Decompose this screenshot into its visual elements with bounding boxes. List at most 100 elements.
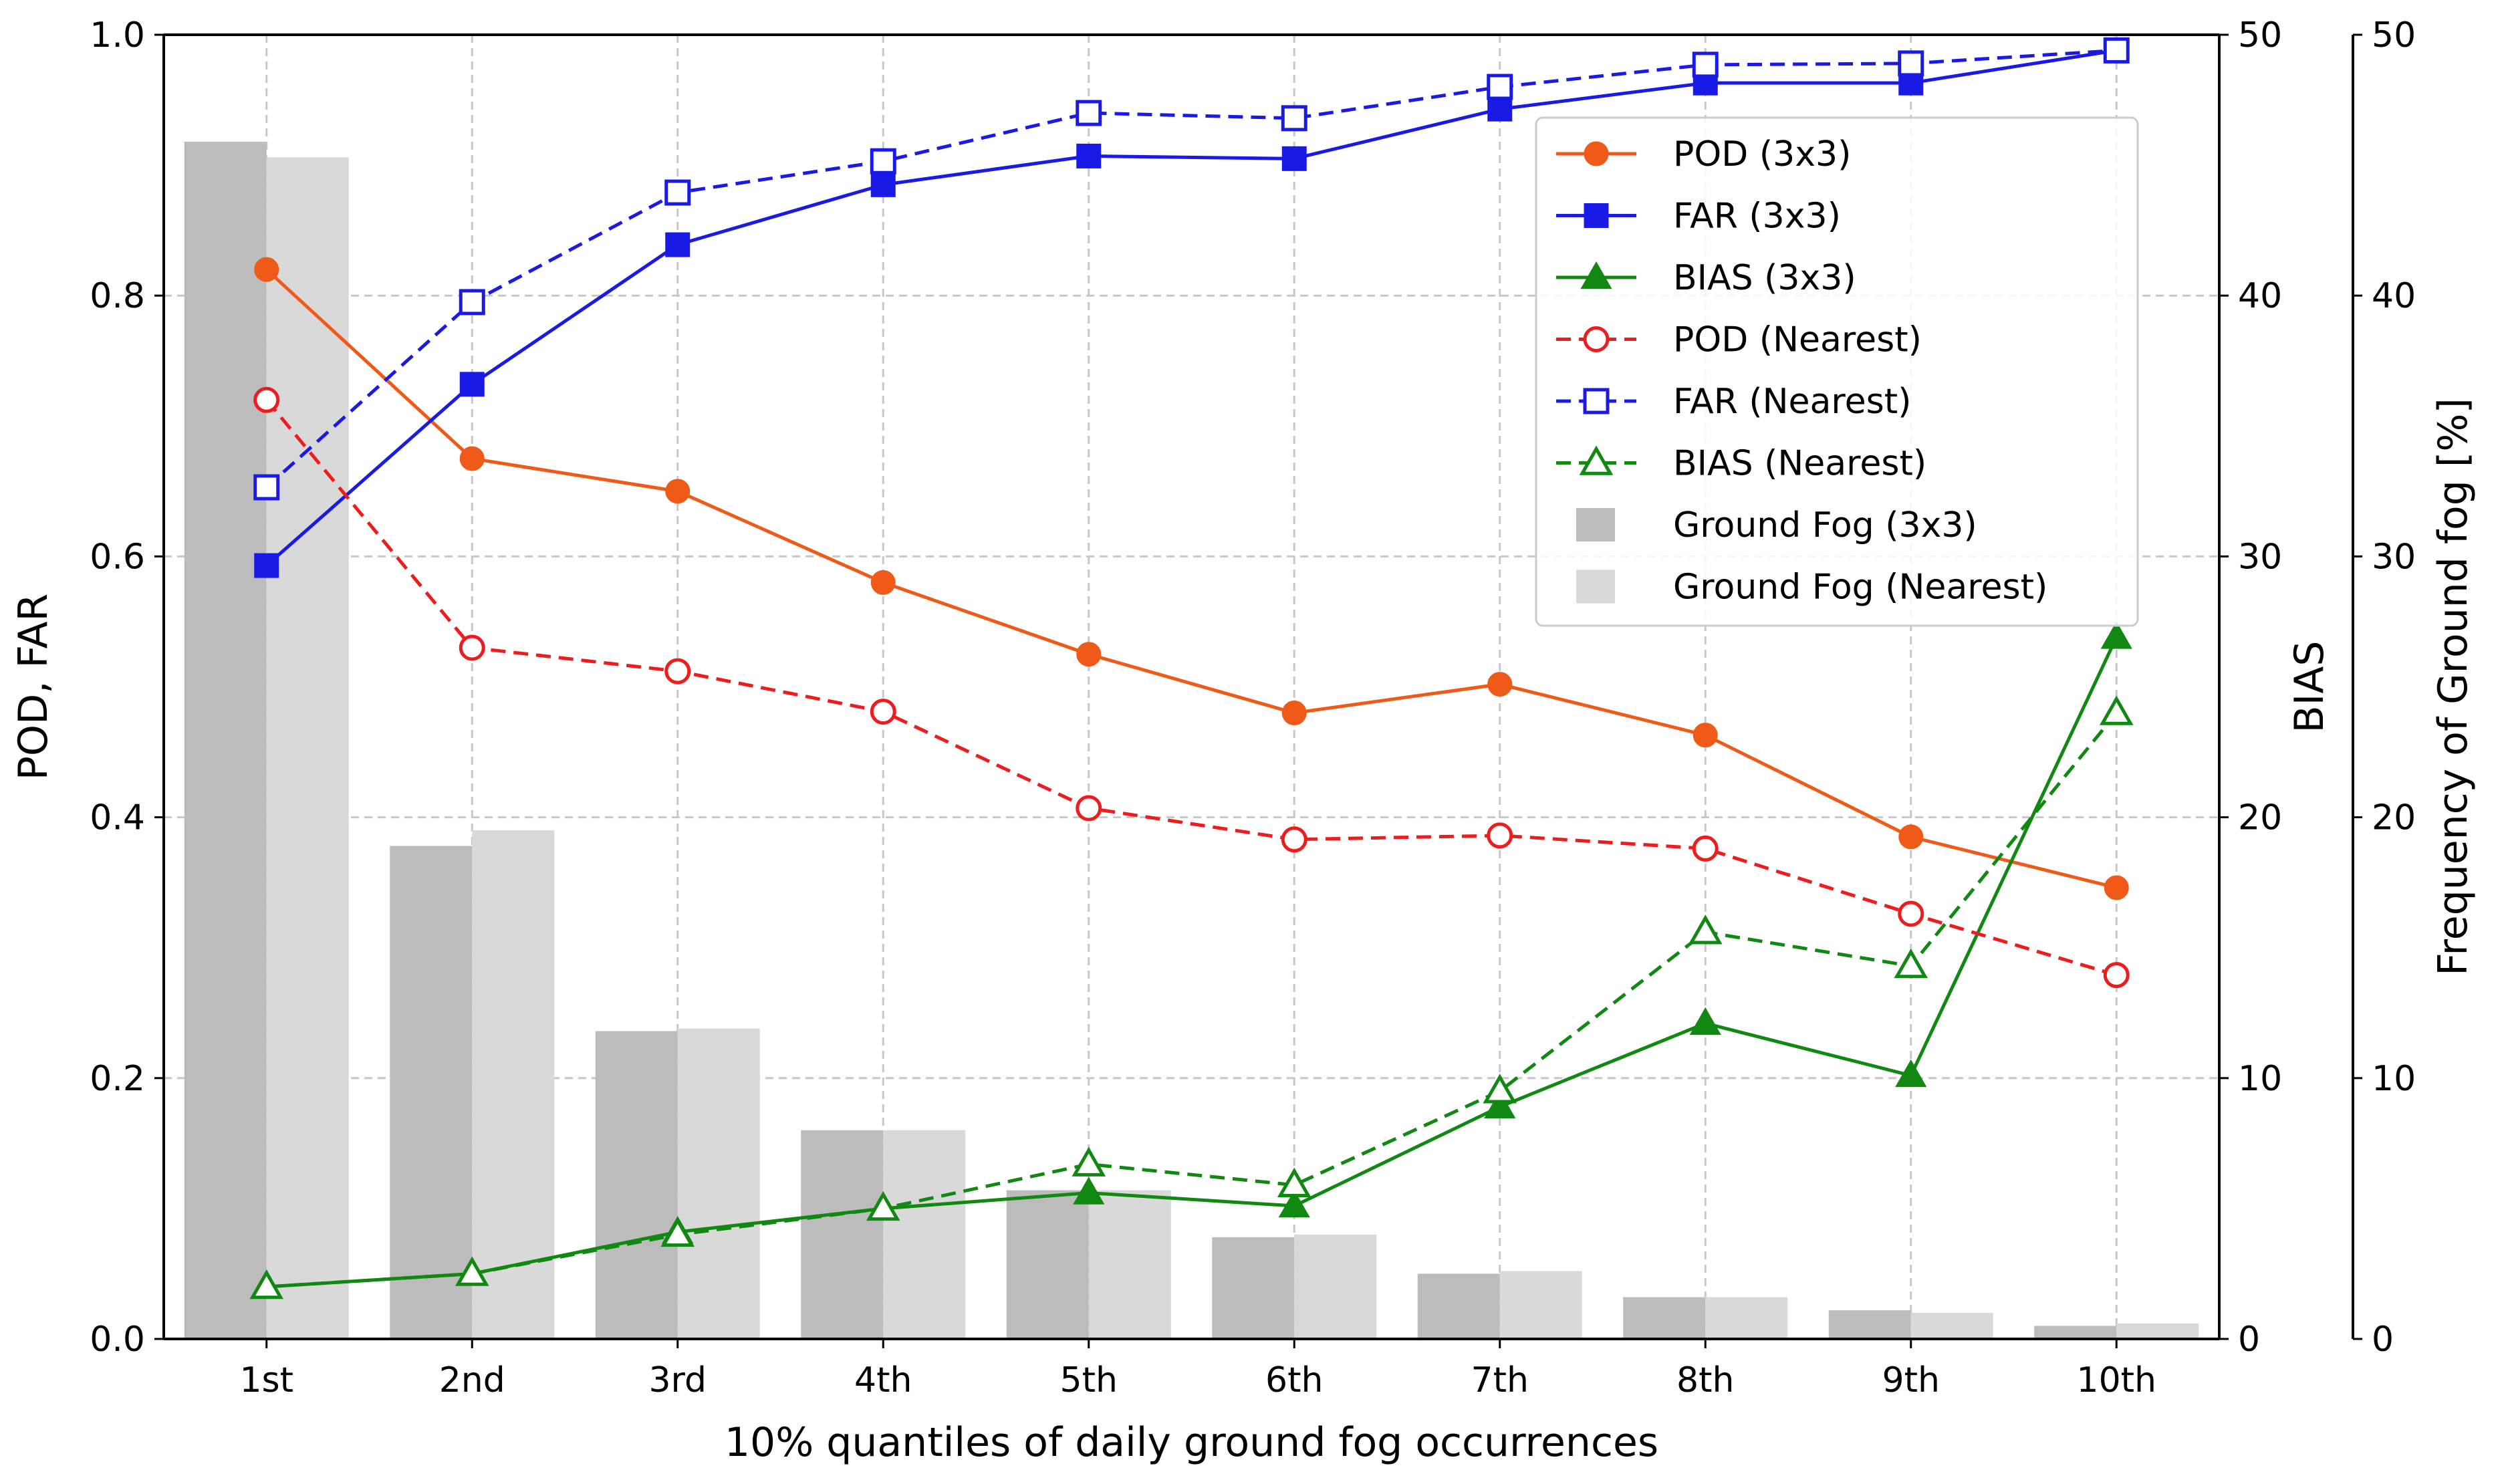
x-tick-label: 9th (1882, 1360, 1940, 1400)
data-point (1073, 1177, 1105, 1205)
bar (1006, 1190, 1089, 1339)
data-point (2103, 37, 2130, 64)
legend-swatch (1576, 508, 1615, 541)
data-point (1277, 1167, 1311, 1198)
bar (1212, 1237, 1295, 1339)
data-point (1076, 642, 1102, 667)
y-axis-label-pod-far: POD, FAR (10, 594, 57, 781)
legend-label: BIAS (3x3) (1673, 258, 1856, 298)
data-point (660, 1217, 695, 1247)
data-point (1584, 141, 1609, 166)
legend-label: Ground Fog (Nearest) (1673, 568, 2047, 608)
bar (266, 157, 349, 1339)
bar (1499, 1271, 1582, 1339)
y-axis-label-frequency: Frequency of Ground fog [%] (2430, 398, 2477, 976)
data-point (253, 474, 280, 501)
data-point (1692, 835, 1719, 862)
bar (1623, 1297, 1706, 1339)
data-point (1076, 143, 1102, 168)
lines-layer (249, 37, 2134, 1300)
y-tick-label-bias: 0 (2238, 1320, 2260, 1360)
y-tick-label-bias: 40 (2238, 276, 2282, 316)
data-point (1487, 74, 1513, 100)
data-point (459, 372, 485, 397)
data-point (665, 479, 691, 504)
data-point (1278, 1189, 1310, 1218)
x-tick-label: 1st (239, 1360, 293, 1400)
y-tick-label-frequency: 20 (2372, 798, 2416, 838)
bar (1088, 1190, 1171, 1339)
legend-label: POD (Nearest) (1673, 320, 1922, 360)
y-tick-label-left: 0.6 (90, 537, 145, 577)
data-point (1583, 388, 1610, 414)
series-line (266, 711, 2118, 1289)
data-point (254, 257, 279, 282)
x-tick-label: 10th (2076, 1360, 2156, 1400)
bar (677, 1028, 760, 1339)
data-point (1483, 1074, 1517, 1104)
data-point (1487, 822, 1513, 849)
y-tick-label-bias: 30 (2238, 537, 2282, 577)
bar (1910, 1312, 1993, 1339)
data-point (1487, 672, 1513, 697)
y-tick-label-left: 0.4 (90, 798, 145, 838)
data-point (1281, 826, 1307, 853)
y-tick-label-frequency: 50 (2372, 15, 2416, 55)
y-tick-label-frequency: 40 (2372, 276, 2416, 316)
data-point (1583, 326, 1610, 352)
bars-layer (184, 141, 2199, 1340)
legend: POD (3x3) FAR (3x3) BIAS (3x3) POD (Nearest… (1535, 116, 2139, 627)
x-tick-label: 2nd (439, 1360, 505, 1400)
legend-label: POD (3x3) (1673, 134, 1851, 174)
x-tick-label: 4th (854, 1360, 912, 1400)
bar (1828, 1310, 1911, 1339)
y-tick-label-frequency: 30 (2372, 537, 2416, 577)
bar (390, 846, 473, 1339)
data-point (249, 1269, 284, 1300)
y-tick-label-frequency: 0 (2372, 1320, 2394, 1360)
data-point (2100, 621, 2132, 649)
data-point (254, 553, 279, 578)
series-line (265, 398, 2117, 977)
y-tick-label-frequency: 10 (2372, 1059, 2416, 1099)
axes-layer (154, 33, 2362, 1348)
data-point (1688, 914, 1723, 945)
data-point (459, 446, 485, 471)
y-tick-label-left: 0.8 (90, 276, 145, 316)
legend-label: Ground Fog (3x3) (1673, 505, 1977, 545)
bar (184, 141, 267, 1340)
legend-label: FAR (3x3) (1673, 197, 1841, 237)
y-tick-label-bias: 50 (2238, 15, 2282, 55)
x-tick-label: 7th (1471, 1360, 1529, 1400)
data-point (1692, 51, 1719, 78)
data-point (1281, 105, 1307, 132)
data-point (1484, 1090, 1516, 1118)
data-point (1281, 146, 1307, 171)
data-point (1584, 203, 1609, 228)
x-tick-label: 8th (1676, 1360, 1734, 1400)
data-point (870, 148, 896, 174)
data-point (1076, 795, 1102, 822)
bar (883, 1130, 966, 1339)
data-point (2099, 695, 2134, 725)
series-line (265, 48, 2117, 489)
x-tick-label: 3rd (648, 1360, 707, 1400)
data-point (866, 1191, 900, 1221)
data-point (1693, 723, 1718, 748)
data-point (1898, 900, 1924, 927)
data-point (1689, 1007, 1721, 1035)
legend-label: FAR (Nearest) (1673, 382, 1911, 422)
tick-labels-layer: 1st 2nd 3rd 4th 5th 6th 7th 8th 9th 10th 0.0 0.2 0.4… (90, 15, 2416, 1400)
data-point (1580, 261, 1612, 289)
data-point (1898, 824, 1924, 850)
series-line (266, 636, 2118, 1289)
y-tick-label-left: 0.2 (90, 1059, 145, 1099)
data-point (1487, 96, 1513, 122)
bar (595, 1031, 678, 1339)
data-point (664, 658, 691, 685)
data-point (455, 1256, 489, 1286)
x-tick-label: 5th (1060, 1360, 1118, 1400)
data-point (1579, 445, 1614, 475)
data-point (2103, 962, 2130, 989)
